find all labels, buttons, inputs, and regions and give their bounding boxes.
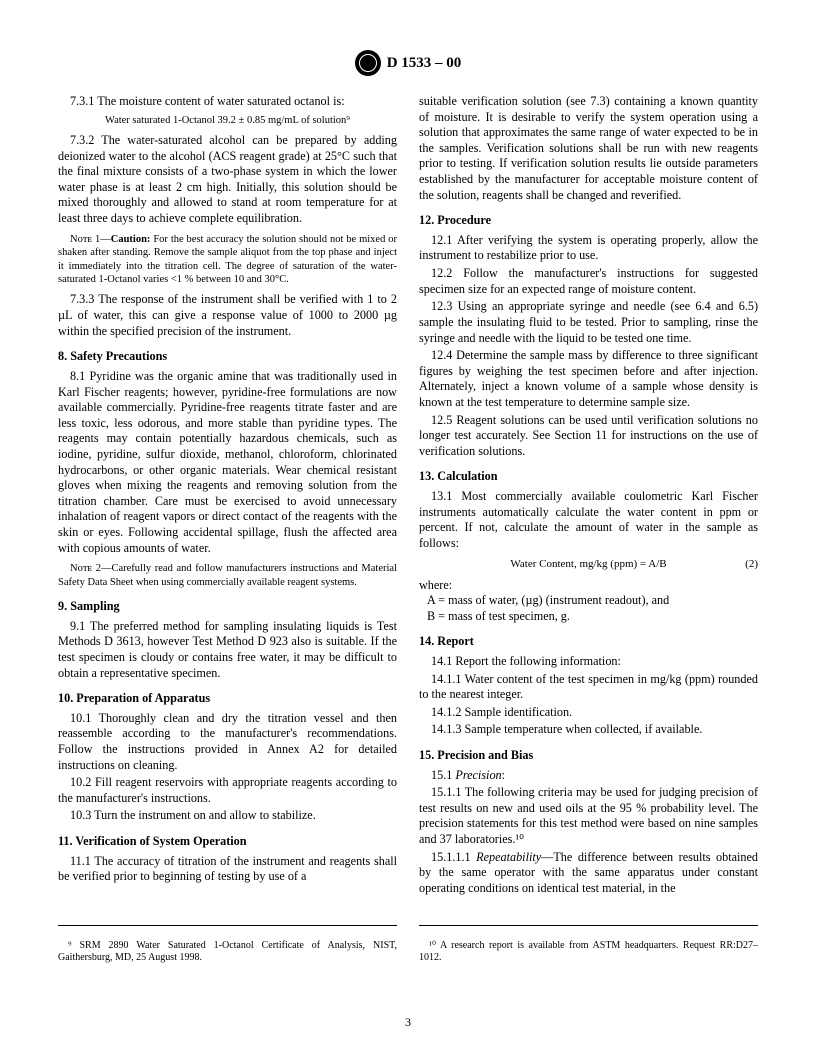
para-14-1-3: 14.1.3 Sample temperature when collected… [419, 722, 758, 738]
para-7-3-3: 7.3.3 The response of the instrument sha… [58, 292, 397, 339]
para-12-1: 12.1 After verifying the system is opera… [419, 233, 758, 264]
footnote-col-right: ¹⁰ A research report is available from A… [419, 925, 758, 975]
footnote-col-left: ⁹ SRM 2890 Water Saturated 1-Octanol Cer… [58, 925, 397, 975]
body-columns: 7.3.1 The moisture content of water satu… [58, 94, 758, 897]
section-12-title: 12. Procedure [419, 213, 758, 229]
para-11-1: 11.1 The accuracy of titration of the in… [58, 854, 397, 885]
para-14-1: 14.1 Report the following information: [419, 654, 758, 670]
para-12-4: 12.4 Determine the sample mass by differ… [419, 348, 758, 410]
eq-number: (2) [745, 557, 758, 571]
para-15-1-1: 15.1.1 The following criteria may be use… [419, 785, 758, 847]
para-7-3-1: 7.3.1 The moisture content of water satu… [58, 94, 397, 110]
where-a: A = mass of water, (µg) (instrument read… [419, 593, 758, 609]
para-9-1: 9.1 The preferred method for sampling in… [58, 619, 397, 681]
note-2: Nᴏᴛᴇ 2—Carefully read and follow manufac… [58, 562, 397, 589]
page-number: 3 [0, 1015, 816, 1030]
section-8-title: 8. Safety Precautions [58, 349, 397, 365]
designation: D 1533 – 00 [387, 55, 462, 72]
footnotes: ⁹ SRM 2890 Water Saturated 1-Octanol Cer… [58, 925, 758, 975]
para-10-3: 10.3 Turn the instrument on and allow to… [58, 808, 397, 824]
para-7-3-2: 7.3.2 The water-saturated alcohol can be… [58, 133, 397, 227]
section-9-title: 9. Sampling [58, 599, 397, 615]
para-10-2: 10.2 Fill reagent reservoirs with approp… [58, 775, 397, 806]
section-13-title: 13. Calculation [419, 469, 758, 485]
where-label: where: [419, 578, 758, 594]
section-11-title: 11. Verification of System Operation [58, 834, 397, 850]
para-12-5: 12.5 Reagent solutions can be used until… [419, 413, 758, 460]
section-10-title: 10. Preparation of Apparatus [58, 691, 397, 707]
section-14-title: 14. Report [419, 634, 758, 650]
para-15-1-1-1: 15.1.1.1 Repeatability—The difference be… [419, 850, 758, 897]
para-12-2: 12.2 Follow the manufacturer's instructi… [419, 266, 758, 297]
para-15-1: 15.1 Precision: [419, 768, 758, 784]
para-10-1: 10.1 Thoroughly clean and dry the titrat… [58, 711, 397, 773]
equation-2: Water Content, mg/kg (ppm) = A/B(2) [419, 557, 758, 571]
para-14-1-1: 14.1.1 Water content of the test specime… [419, 672, 758, 703]
para-8-1: 8.1 Pyridine was the organic amine that … [58, 369, 397, 556]
eq-octanol: Water saturated 1-Octanol 39.2 ± 0.85 mg… [58, 114, 397, 127]
para-12-3: 12.3 Using an appropriate syringe and ne… [419, 299, 758, 346]
footnote-10: ¹⁰ A research report is available from A… [419, 940, 758, 965]
note-1: Nᴏᴛᴇ 1—Caution: For the best accuracy th… [58, 233, 397, 287]
page: D 1533 – 00 7.3.1 The moisture content o… [0, 0, 816, 1015]
para-13-1: 13.1 Most commercially available coulome… [419, 489, 758, 551]
header: D 1533 – 00 [58, 50, 758, 76]
footnote-9: ⁹ SRM 2890 Water Saturated 1-Octanol Cer… [58, 940, 397, 965]
para-11-1-cont: suitable verification solution (see 7.3)… [419, 94, 758, 203]
section-15-title: 15. Precision and Bias [419, 748, 758, 764]
where-b: B = mass of test specimen, g. [419, 609, 758, 625]
para-14-1-2: 14.1.2 Sample identification. [419, 705, 758, 721]
astm-logo-icon [355, 50, 381, 76]
